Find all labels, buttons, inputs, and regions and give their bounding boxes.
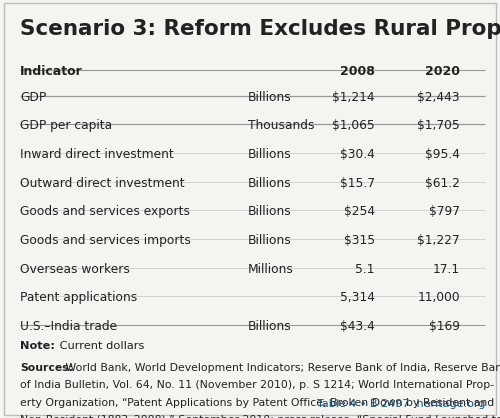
Text: Billions: Billions [248,234,291,247]
Text: $30.4: $30.4 [340,148,375,161]
Text: $169: $169 [429,320,460,333]
Text: Billions: Billions [248,205,291,218]
Text: $797: $797 [429,205,460,218]
Text: Overseas workers: Overseas workers [20,263,130,275]
Text: Goods and services exports: Goods and services exports [20,205,190,218]
Text: Millions: Millions [248,263,294,275]
Text: U.S.–India trade: U.S.–India trade [20,320,117,333]
Text: 2020: 2020 [425,65,460,78]
Text: Indicator: Indicator [20,65,83,78]
Text: Billions: Billions [248,91,291,104]
Text: 5.1: 5.1 [356,263,375,275]
Text: Note:: Note: [20,341,55,351]
Text: $1,227: $1,227 [418,234,460,247]
Text: Inward direct investment: Inward direct investment [20,148,174,161]
Text: $61.2: $61.2 [425,177,460,190]
Text: $1,214: $1,214 [332,91,375,104]
Text: GDP per capita: GDP per capita [20,120,112,133]
Text: $1,065: $1,065 [332,120,375,133]
Text: $2,443: $2,443 [418,91,460,104]
Text: Billions: Billions [248,148,291,161]
Text: $43.4: $43.4 [340,320,375,333]
Text: 11,000: 11,000 [418,291,460,304]
Text: World Bank, World Development Indicators; Reserve Bank of India, Reserve Bank: World Bank, World Development Indicators… [62,362,500,372]
Text: Table 4 • B 2497  heritage.org: Table 4 • B 2497 heritage.org [316,399,485,409]
Text: 5,314: 5,314 [340,291,375,304]
Text: $1,705: $1,705 [417,120,460,133]
Text: Outward direct investment: Outward direct investment [20,177,184,190]
Text: of India Bulletin, Vol. 64, No. 11 (November 2010), p. S 1214; World Internation: of India Bulletin, Vol. 64, No. 11 (Nove… [20,380,494,390]
Text: Scenario 3: Reform Excludes Rural Property Rights: Scenario 3: Reform Excludes Rural Proper… [20,19,500,39]
Text: Goods and services imports: Goods and services imports [20,234,191,247]
Text: $254: $254 [344,205,375,218]
Text: Patent applications: Patent applications [20,291,137,304]
Text: Non-Resident (1883–2008),” September 2010; press release, “Special Fund Launched: Non-Resident (1883–2008),” September 201… [20,415,500,418]
Text: GDP: GDP [20,91,46,104]
Text: $95.4: $95.4 [425,148,460,161]
Text: 2008: 2008 [340,65,375,78]
Text: 17.1: 17.1 [433,263,460,275]
FancyBboxPatch shape [4,3,496,415]
Text: Current dollars: Current dollars [56,341,144,351]
Text: Sources:: Sources: [20,362,73,372]
Text: $15.7: $15.7 [340,177,375,190]
Text: Billions: Billions [248,177,291,190]
Text: Billions: Billions [248,320,291,333]
Text: Thousands: Thousands [248,120,314,133]
Text: erty Organization, “Patent Applications by Patent Office, Broken Down by Residen: erty Organization, “Patent Applications … [20,398,494,408]
Text: $315: $315 [344,234,375,247]
